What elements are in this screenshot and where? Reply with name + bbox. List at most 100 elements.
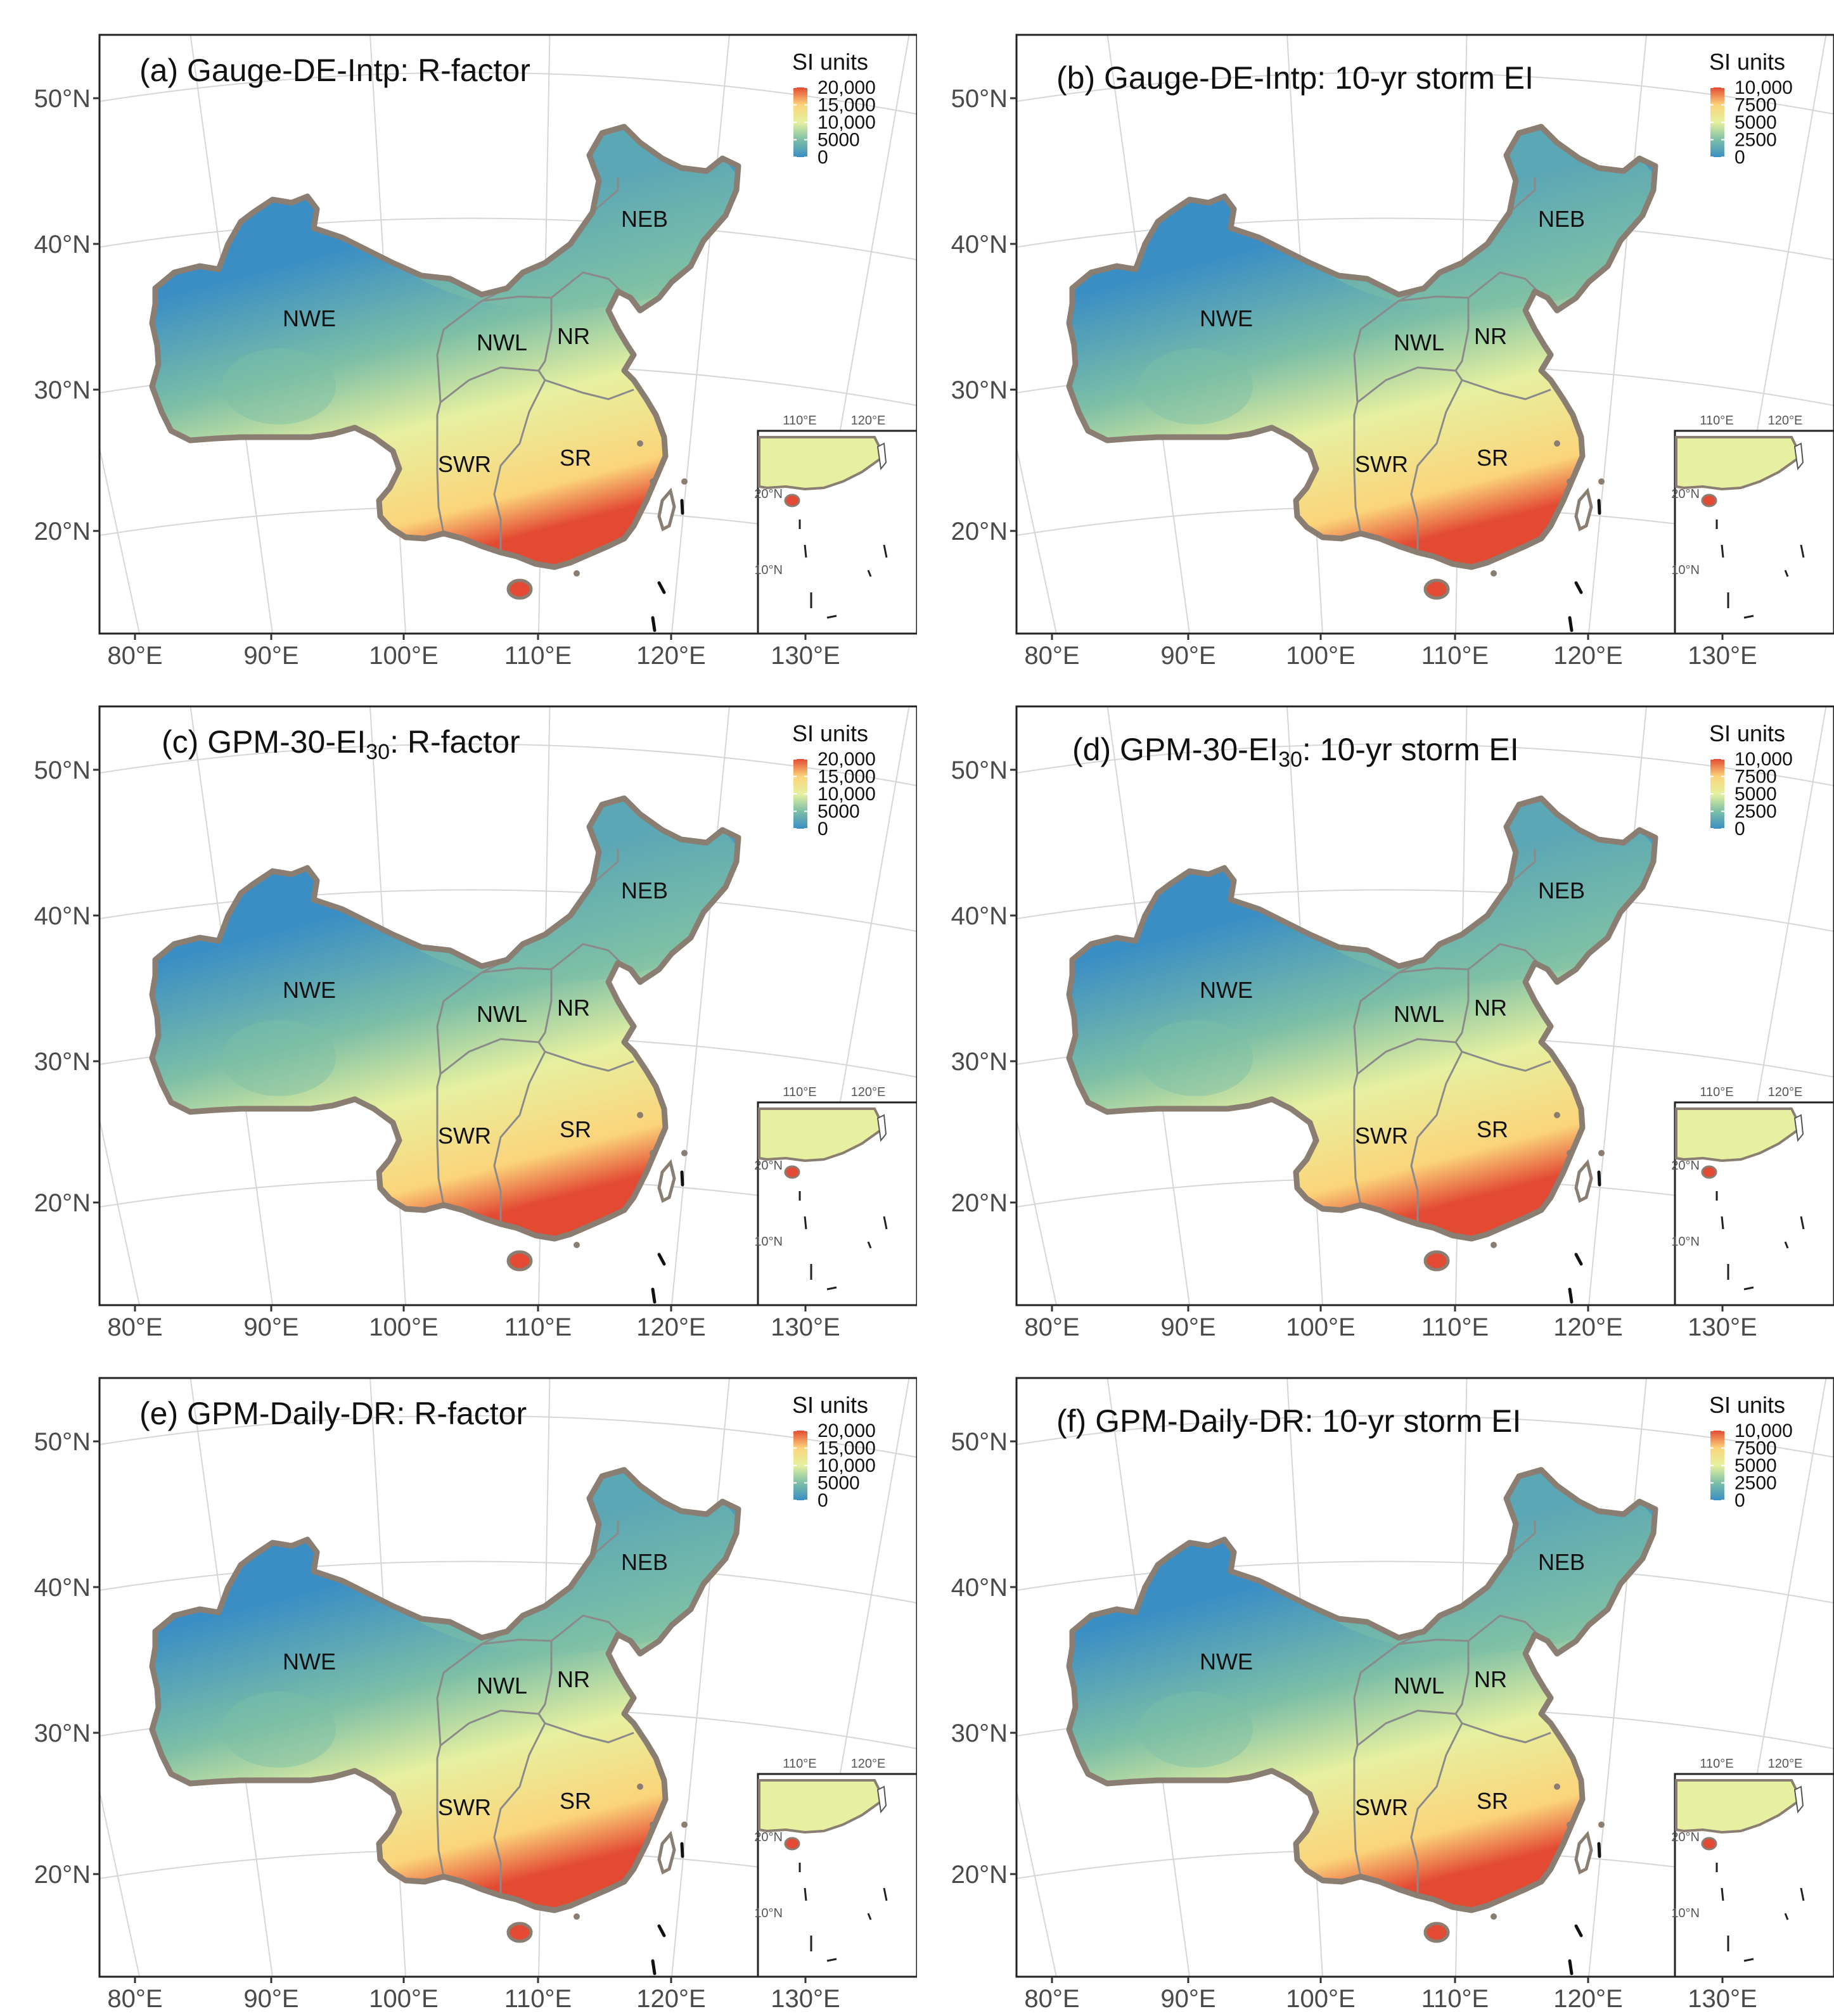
erosivity-field (1069, 1470, 1655, 1910)
inset-lon-label: 120°E (851, 1085, 886, 1099)
china-border (1066, 1467, 1658, 1913)
map-panel-d: NWE NWL NR NEB SWR SR 110°E 120°E 20°N 10°N SI uni… (917, 672, 1834, 1343)
map-panel-a: NWE NWL NR NEB SWR SR 110°E 120°E 20°N 10°N SI uni… (0, 0, 917, 672)
region-label-neb: NEB (1538, 206, 1585, 232)
region-label-nr: NR (557, 323, 590, 349)
lat-tick-label: 30°N (951, 1048, 1008, 1076)
legend-label: 7500 (1735, 95, 1777, 116)
legend-title: SI units (1709, 1392, 1785, 1418)
lon-tick-label: 80°E (1024, 642, 1079, 670)
panel-title: (f) GPM-Daily-DR: 10-yr storm EI (1056, 1403, 1521, 1439)
inset-lat-label: 10°N (754, 1906, 783, 1920)
region-label-swr: SWR (438, 1794, 491, 1820)
legend-label: 0 (1735, 819, 1745, 839)
lon-tick-label: 130°E (771, 642, 840, 670)
south-china-sea-inset (1674, 1773, 1834, 1978)
legend-label: 5000 (818, 1473, 860, 1494)
legend-title: SI units (1709, 720, 1785, 746)
lon-tick-label: 90°E (1160, 1313, 1215, 1341)
region-label-sr: SR (1477, 1788, 1508, 1814)
lon-tick-label: 80°E (107, 1313, 162, 1341)
lon-tick-label: 100°E (1286, 642, 1355, 670)
lat-tick-label: 20°N (951, 518, 1008, 545)
south-china-sea-inset (757, 1101, 917, 1306)
china-border (149, 124, 741, 570)
lon-tick-label: 130°E (771, 1313, 840, 1341)
legend-label: 5000 (818, 130, 860, 151)
panel-title: (c) GPM-30-EI30: R-factor (162, 724, 520, 764)
map-panel-e: NWE NWL NR NEB SWR SR 110°E 120°E 20°N 10°N SI uni… (0, 1343, 917, 2015)
lat-tick-label: 20°N (34, 1861, 91, 1889)
legend-title: SI units (792, 49, 868, 75)
lon-tick-label: 110°E (504, 1313, 572, 1341)
legend-label: 5000 (1735, 112, 1777, 133)
lon-tick-label: 90°E (243, 1313, 298, 1341)
region-label-nwl: NWL (477, 1001, 527, 1027)
region-label-swr: SWR (1355, 451, 1408, 477)
lon-tick-label: 120°E (636, 1313, 705, 1341)
region-label-neb: NEB (1538, 1549, 1585, 1575)
lon-tick-label: 130°E (1688, 642, 1757, 670)
legend-label: 20,000 (818, 749, 876, 770)
lon-tick-label: 120°E (1553, 1985, 1622, 2013)
colorbar (793, 759, 807, 829)
inset-lat-label: 20°N (754, 1830, 783, 1844)
region-label-nwl: NWL (1394, 1673, 1444, 1699)
erosivity-field (152, 127, 738, 567)
region-label-swr: SWR (1355, 1794, 1408, 1820)
region-boundaries (436, 1521, 634, 1896)
lat-tick-label: 30°N (34, 376, 91, 404)
inset-lon-label: 110°E (783, 1757, 816, 1771)
lon-tick-label: 80°E (1024, 1313, 1079, 1341)
inset-lat-label: 10°N (754, 563, 783, 577)
colorbar (793, 87, 807, 157)
legend-label: 2500 (1735, 130, 1777, 151)
taiwan-island (657, 1159, 676, 1203)
region-label-nwe: NWE (283, 305, 336, 331)
region-label-nr: NR (1474, 995, 1507, 1021)
erosivity-field (1069, 798, 1655, 1239)
inset-lat-label: 20°N (1671, 487, 1700, 501)
lat-tick-label: 40°N (34, 1574, 91, 1602)
lat-tick-label: 50°N (951, 756, 1008, 784)
region-label-nwl: NWL (477, 1673, 527, 1699)
legend-label: 5000 (1735, 784, 1777, 805)
inset-lon-label: 110°E (1700, 1085, 1733, 1099)
lat-tick-label: 50°N (34, 756, 91, 784)
lon-tick-label: 120°E (636, 1985, 705, 2013)
lat-tick-label: 30°N (951, 1719, 1008, 1747)
inset-lon-label: 110°E (1700, 1757, 1733, 1771)
region-label-sr: SR (560, 1788, 591, 1814)
legend-label: 0 (1735, 147, 1745, 168)
legend-label: 7500 (1735, 767, 1777, 788)
hainan-island (506, 578, 533, 600)
lon-tick-label: 100°E (369, 642, 438, 670)
hainan-island (506, 1922, 533, 1943)
erosivity-field (152, 798, 738, 1239)
map-panel-a-svg: NWE NWL NR NEB SWR SR 110°E 120°E 20°N 10°N SI uni… (34, 34, 917, 670)
china-border (149, 795, 741, 1242)
lat-tick-label: 50°N (34, 85, 91, 113)
lon-tick-label: 110°E (1421, 642, 1489, 670)
legend-label: 10,000 (818, 784, 876, 805)
hainan-island (1423, 578, 1450, 600)
legend-label: 0 (818, 819, 828, 839)
colorbar (1710, 87, 1724, 157)
region-label-nwe: NWE (1200, 1649, 1253, 1675)
lat-tick-label: 40°N (34, 231, 91, 258)
region-label-nwe: NWE (283, 1649, 336, 1675)
hainan-island (1423, 1922, 1450, 1943)
south-china-sea-inset (1674, 430, 1834, 635)
legend-label: 10,000 (1735, 749, 1793, 770)
region-label-neb: NEB (1538, 877, 1585, 903)
lon-tick-label: 130°E (1688, 1313, 1757, 1341)
lon-tick-label: 100°E (369, 1313, 438, 1341)
panel-title: (e) GPM-Daily-DR: R-factor (139, 1396, 527, 1431)
lat-tick-label: 20°N (951, 1861, 1008, 1889)
hainan-island (1423, 1250, 1450, 1272)
lat-tick-label: 20°N (34, 1189, 91, 1217)
